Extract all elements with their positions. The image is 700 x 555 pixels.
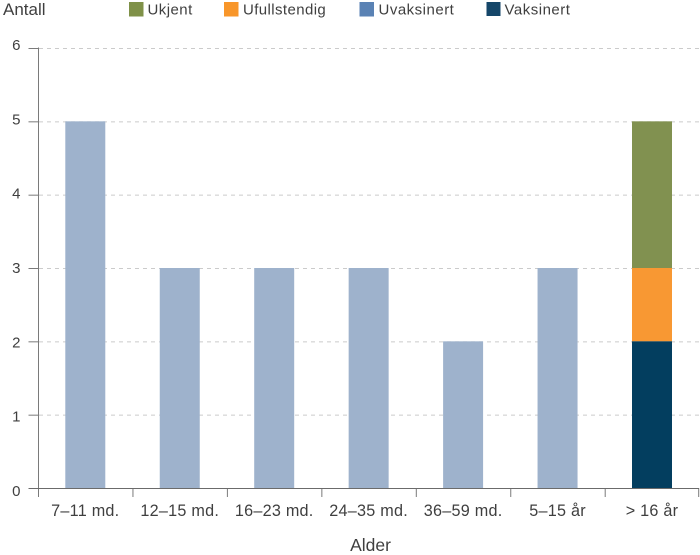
svg-text:1: 1 bbox=[12, 409, 20, 426]
svg-text:2: 2 bbox=[12, 334, 20, 351]
svg-text:36–59 md.: 36–59 md. bbox=[424, 502, 503, 520]
svg-text:16–23 md.: 16–23 md. bbox=[235, 502, 314, 520]
svg-text:5: 5 bbox=[12, 111, 20, 128]
svg-text:Ukjent: Ukjent bbox=[148, 2, 194, 19]
svg-text:0: 0 bbox=[12, 483, 20, 500]
svg-text:Uvaksinert: Uvaksinert bbox=[379, 2, 455, 19]
svg-text:Antall: Antall bbox=[3, 0, 46, 19]
svg-text:5–15 år: 5–15 år bbox=[529, 502, 586, 520]
svg-text:3: 3 bbox=[12, 260, 20, 277]
svg-text:7–11 md.: 7–11 md. bbox=[51, 502, 119, 520]
svg-text:4: 4 bbox=[12, 186, 20, 203]
svg-text:6: 6 bbox=[12, 37, 20, 54]
svg-text:12–15 md.: 12–15 md. bbox=[140, 502, 219, 520]
svg-text:24–35 md.: 24–35 md. bbox=[329, 502, 408, 520]
svg-text:Vaksinert: Vaksinert bbox=[505, 2, 571, 19]
svg-text:> 16 år: > 16 år bbox=[626, 502, 679, 520]
svg-text:Ufullstendig: Ufullstendig bbox=[243, 2, 326, 19]
svg-text:Alder: Alder bbox=[350, 535, 391, 555]
